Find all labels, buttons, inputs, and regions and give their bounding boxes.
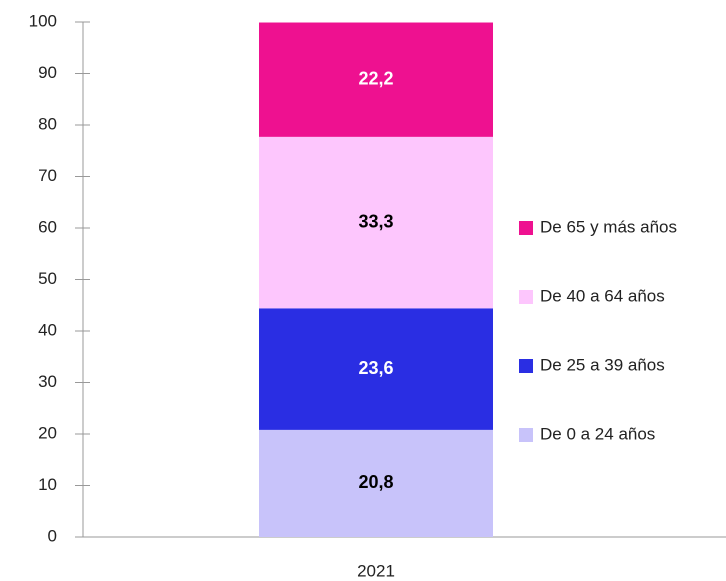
bar-segment: [259, 136, 493, 309]
y-tick-label: 20: [38, 423, 57, 442]
x-tick-label: 2021: [357, 561, 395, 580]
y-tick-label: 80: [38, 114, 57, 133]
data-label: 22,2: [358, 68, 393, 88]
legend-label: De 65 y más años: [540, 217, 677, 236]
y-tick-label: 30: [38, 372, 57, 391]
legend-swatch: [519, 221, 533, 235]
y-tick-label: 50: [38, 269, 57, 288]
y-tick-label: 10: [38, 475, 57, 494]
legend-label: De 40 a 64 años: [540, 286, 665, 305]
y-tick-label: 70: [38, 166, 57, 185]
data-label: 20,8: [358, 472, 393, 492]
legend-label: De 25 a 39 años: [540, 355, 665, 374]
bar-segment: [259, 22, 493, 137]
y-tick-label: 100: [29, 11, 57, 30]
y-tick-label: 0: [48, 526, 57, 545]
data-label: 23,6: [358, 358, 393, 378]
legend-swatch: [519, 359, 533, 373]
data-label: 33,3: [358, 211, 393, 231]
y-tick-label: 90: [38, 63, 57, 82]
legend-label: De 0 a 24 años: [540, 424, 655, 443]
bar-segment: [259, 429, 493, 537]
y-tick-label: 40: [38, 320, 57, 339]
legend-swatch: [519, 290, 533, 304]
y-tick-label: 60: [38, 217, 57, 236]
legend-swatch: [519, 428, 533, 442]
bar-segment: [259, 308, 493, 430]
